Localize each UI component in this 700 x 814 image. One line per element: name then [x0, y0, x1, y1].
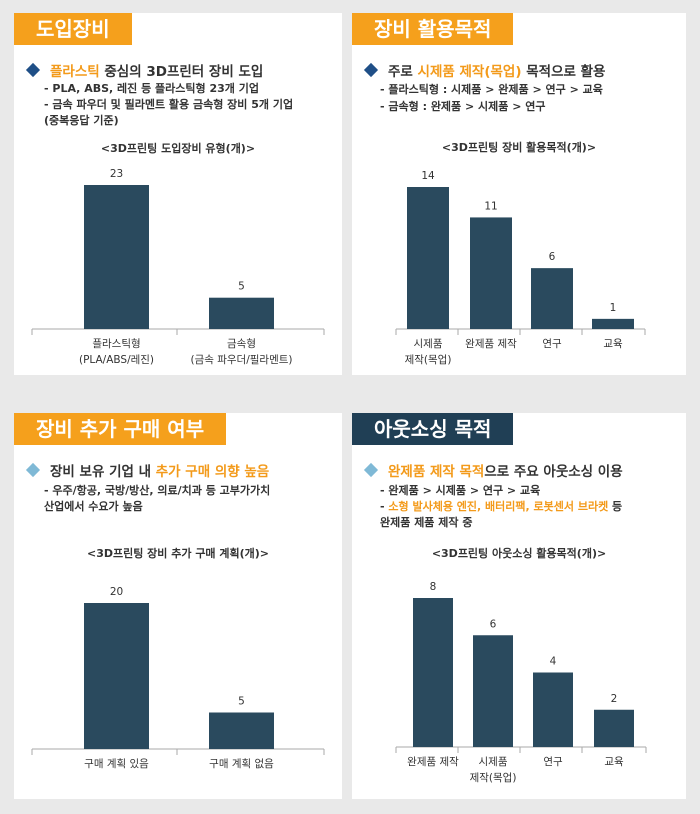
- category-label: 제작(목업): [470, 771, 517, 784]
- bar: [531, 268, 573, 329]
- text-segment: 중심의 3D프린터 장비 도입: [99, 64, 264, 80]
- chart-title: <3D프린팅 도입장비 유형(개)>: [100, 142, 256, 155]
- category-label: 제작(목업): [405, 353, 452, 366]
- text-segment: - 플라스틱형 : 시제품 > 완제품 > 연구 > 교육: [380, 83, 603, 96]
- sub-point: - 플라스틱형 : 시제품 > 완제품 > 연구 > 교육: [380, 82, 603, 97]
- bar: [413, 598, 453, 747]
- sub-point: - 금속형 : 완제품 > 시제품 > 연구: [380, 99, 546, 114]
- text-segment: - PLA, ABS, 레진 등 플라스틱형 23개 기업: [44, 82, 259, 95]
- data-label: 14: [421, 170, 435, 182]
- category-label: 연구: [543, 756, 563, 768]
- text-segment: - 금속형 : 완제품 > 시제품 > 연구: [380, 100, 546, 113]
- text-segment: (중복응답 기준): [44, 114, 119, 127]
- key-finding-text: 플라스틱 중심의 3D프린터 장비 도입: [50, 64, 263, 80]
- key-finding-text: 주로 시제품 제작(목업) 목적으로 활용: [388, 64, 605, 80]
- category-label: 완제품 제작: [465, 337, 517, 350]
- sub-point: 완제품 제품 제작 중: [380, 515, 472, 530]
- panel-title: 장비 활용목적: [352, 13, 514, 45]
- key-finding: 장비 보유 기업 내 추가 구매 의향 높음: [24, 460, 269, 480]
- chart-title: <3D프린팅 장비 활용목적(개)>: [441, 141, 597, 154]
- key-finding: 플라스틱 중심의 3D프린터 장비 도입: [24, 60, 263, 80]
- category-label: 시제품: [414, 338, 443, 350]
- category-label: 구매 계획 있음: [84, 758, 149, 770]
- panel-outsourcing: 아웃소싱 목적 완제품 제작 목적으로 주요 아웃소싱 이용 - 완제품 > 시…: [352, 413, 686, 799]
- category-label: 시제품: [479, 756, 508, 768]
- data-label: 5: [238, 281, 245, 293]
- sub-point: - PLA, ABS, 레진 등 플라스틱형 23개 기업: [44, 81, 259, 96]
- category-label: (PLA/ABS/레진): [79, 354, 154, 366]
- panel-equipment-type: 도입장비 플라스틱 중심의 3D프린터 장비 도입 - PLA, ABS, 레진…: [14, 13, 342, 375]
- bar: [407, 187, 449, 329]
- bar: [209, 297, 274, 329]
- category-label: 교육: [604, 756, 624, 768]
- sub-point: - 소형 발사체용 엔진, 배터리팩, 로봇센서 브라켓 등: [380, 499, 622, 514]
- sub-point: - 우주/항공, 국방/방산, 의료/치과 등 고부가가치: [44, 483, 270, 498]
- bar: [84, 185, 149, 329]
- panel-title: 장비 추가 구매 여부: [14, 413, 227, 445]
- category-label: 구매 계획 없음: [209, 757, 274, 770]
- text-segment: 장비 보유 기업 내: [50, 464, 156, 480]
- bar: [594, 709, 634, 747]
- data-label: 6: [549, 251, 556, 263]
- chart-title: <3D프린팅 장비 추가 구매 계획(개)>: [86, 547, 270, 560]
- chart-title: <3D프린팅 아웃소싱 활용목적(개)>: [431, 547, 607, 560]
- text-segment: - 완제품 > 시제품 > 연구 > 교육: [380, 484, 541, 497]
- category-label: 완제품 제작: [407, 755, 459, 768]
- key-finding: 완제품 제작 목적으로 주요 아웃소싱 이용: [362, 460, 623, 480]
- text-segment: 목적으로 활용: [521, 64, 606, 80]
- sub-point: - 완제품 > 시제품 > 연구 > 교육: [380, 483, 540, 498]
- data-label: 2: [611, 693, 618, 705]
- category-label: 플라스틱형: [92, 338, 140, 350]
- data-label: 1: [610, 302, 617, 314]
- bar: [592, 318, 634, 329]
- sub-point: 산업에서 수요가 높음: [44, 499, 143, 514]
- bar: [209, 712, 274, 749]
- text-segment: 산업에서 수요가 높음: [44, 500, 143, 513]
- key-finding-text: 완제품 제작 목적으로 주요 아웃소싱 이용: [388, 464, 623, 480]
- text-segment: -: [380, 500, 389, 513]
- text-segment: 완제품 제품 제작 중: [380, 516, 473, 529]
- highlight-text: 추가 구매 의향 높음: [155, 464, 270, 480]
- bar: [470, 217, 512, 329]
- data-label: 8: [430, 581, 437, 593]
- highlight-text: 소형 발사체용 엔진, 배터리팩, 로봇센서 브라켓: [388, 500, 609, 513]
- highlight-text: 완제품 제작 목적: [388, 464, 485, 480]
- text-segment: 주로: [388, 64, 418, 80]
- data-label: 20: [110, 586, 123, 598]
- key-finding-text: 장비 보유 기업 내 추가 구매 의향 높음: [50, 464, 269, 480]
- data-label: 4: [550, 656, 557, 668]
- text-segment: 으로 주요 아웃소싱 이용: [484, 464, 623, 480]
- sub-point: - 금속 파우더 및 필라멘트 활용 금속형 장비 5개 기업: [44, 97, 293, 112]
- bar-chart: 23 플라스틱형 (PLA/ABS/레진) 5 금속형 (금속 파우더/필라멘트): [31, 168, 325, 366]
- bar-chart: 20 구매 계획 있음 5 구매 계획 없음: [31, 586, 325, 770]
- bar: [473, 635, 513, 747]
- data-label: 23: [110, 168, 123, 180]
- text-segment: - 우주/항공, 국방/방산, 의료/치과 등 고부가가치: [44, 484, 271, 497]
- panel-additional-purchase: 장비 추가 구매 여부 장비 보유 기업 내 추가 구매 의향 높음 - 우주/…: [14, 413, 342, 799]
- category-label: (금속 파우더/필라멘트): [190, 354, 292, 366]
- bar: [533, 672, 573, 747]
- panel-title: 도입장비: [14, 13, 132, 45]
- key-finding: 주로 시제품 제작(목업) 목적으로 활용: [362, 60, 605, 80]
- category-label: 연구: [542, 338, 562, 350]
- data-label: 6: [490, 618, 497, 630]
- data-label: 11: [484, 200, 497, 212]
- text-segment: - 금속 파우더 및 필라멘트 활용 금속형 장비 5개 기업: [44, 98, 294, 111]
- panel-title: 아웃소싱 목적: [352, 413, 514, 445]
- panel-equipment-usage: 장비 활용목적 주로 시제품 제작(목업) 목적으로 활용 - 플라스틱형 : …: [352, 13, 686, 375]
- sub-point: (중복응답 기준): [44, 113, 119, 128]
- text-segment: 등: [608, 500, 623, 513]
- category-label: 금속형: [227, 338, 256, 350]
- highlight-text: 시제품 제작(목업): [417, 64, 522, 80]
- highlight-text: 플라스틱: [50, 64, 100, 80]
- data-label: 5: [238, 696, 245, 708]
- category-label: 교육: [603, 338, 623, 350]
- bar: [84, 603, 149, 749]
